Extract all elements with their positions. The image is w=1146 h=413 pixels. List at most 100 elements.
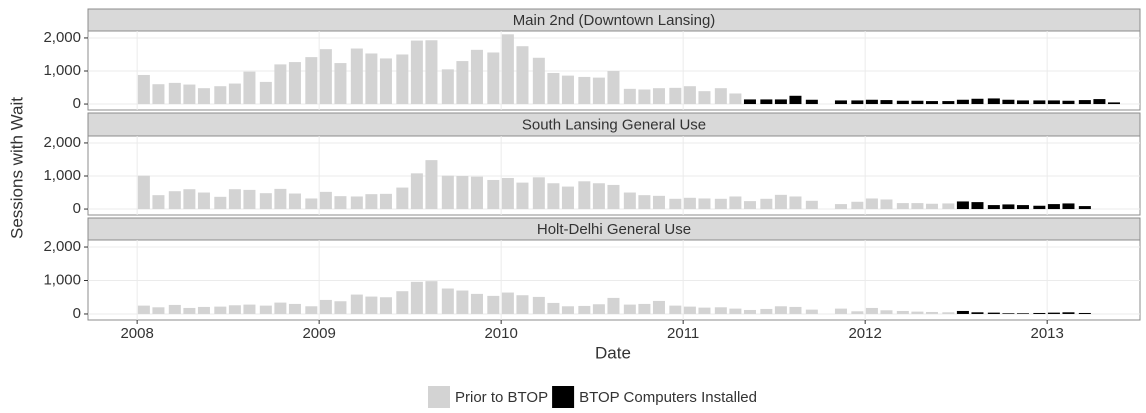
bar: [578, 305, 591, 314]
y-axis-label: Sessions with Wait: [7, 97, 26, 239]
bar: [214, 86, 227, 105]
bar: [561, 75, 574, 105]
x-tick-label: 2009: [302, 325, 335, 342]
x-axis-label: Date: [595, 343, 631, 362]
bar: [365, 194, 378, 210]
bar: [1016, 205, 1029, 210]
bar: [774, 194, 787, 210]
bar: [774, 306, 787, 314]
bar: [501, 292, 514, 314]
bar: [1016, 100, 1029, 105]
bar: [760, 198, 773, 210]
x-tick-label: 2013: [1030, 325, 1063, 342]
bar: [1002, 313, 1015, 314]
bar: [137, 74, 150, 105]
y-tick-label: 0: [73, 305, 81, 322]
bar: [896, 100, 909, 105]
bar: [456, 175, 469, 210]
bar: [1107, 102, 1120, 105]
bar: [350, 48, 363, 105]
bar: [683, 86, 696, 105]
bar: [743, 201, 756, 210]
bar: [1078, 100, 1091, 105]
bar: [274, 188, 287, 210]
bar: [532, 296, 545, 314]
bar: [319, 49, 332, 105]
bar: [698, 198, 711, 210]
bar: [1062, 312, 1075, 314]
bar: [592, 304, 605, 314]
bar: [547, 72, 560, 105]
bar: [305, 306, 318, 314]
bar: [516, 182, 529, 210]
bar: [789, 95, 802, 105]
bar: [623, 304, 636, 314]
bar: [714, 88, 727, 105]
x-tick-label: 2012: [848, 325, 881, 342]
bar: [942, 101, 955, 105]
bar: [652, 300, 665, 314]
bar: [623, 192, 636, 210]
bar: [925, 101, 938, 105]
bar: [197, 88, 210, 105]
facet-title: Holt-Delhi General Use: [537, 221, 691, 238]
bar: [1033, 205, 1046, 210]
bar: [638, 89, 651, 105]
bar: [532, 57, 545, 105]
bar: [197, 192, 210, 210]
bar: [1062, 203, 1075, 210]
bar: [365, 53, 378, 105]
bar: [487, 295, 500, 314]
bar: [683, 197, 696, 210]
bar: [880, 199, 893, 210]
bar: [168, 191, 181, 210]
bar: [714, 198, 727, 210]
bar: [410, 173, 423, 210]
bar: [669, 87, 682, 105]
bar: [470, 293, 483, 314]
bar: [168, 304, 181, 314]
bar: [396, 187, 409, 210]
bar: [652, 88, 665, 105]
bar: [1078, 206, 1091, 210]
bar: [183, 189, 196, 210]
bar: [425, 40, 438, 105]
bar: [228, 305, 241, 314]
y-tick-label: 2,000: [43, 134, 81, 151]
bar: [396, 54, 409, 105]
bar: [396, 291, 409, 314]
bar: [638, 303, 651, 314]
bar: [425, 281, 438, 314]
bar: [880, 310, 893, 314]
y-tick-label: 0: [73, 200, 81, 217]
bar: [456, 290, 469, 314]
bar: [441, 175, 454, 210]
bar: [274, 64, 287, 105]
bar: [805, 99, 818, 105]
bar: [1047, 100, 1060, 105]
bar: [971, 312, 984, 314]
bar: [487, 52, 500, 105]
bar: [880, 100, 893, 105]
bar: [925, 203, 938, 210]
facet-title: Main 2nd (Downtown Lansing): [513, 12, 716, 29]
bar: [623, 88, 636, 105]
bar: [592, 183, 605, 210]
bar: [334, 301, 347, 314]
bar: [865, 307, 878, 314]
bar: [911, 311, 924, 314]
bar: [578, 181, 591, 210]
bar: [669, 305, 682, 314]
bar: [789, 196, 802, 210]
bar: [1047, 204, 1060, 210]
bar: [456, 61, 469, 105]
bar: [214, 306, 227, 314]
bar: [774, 99, 787, 105]
bar: [501, 34, 514, 105]
bar: [168, 82, 181, 105]
bar: [865, 198, 878, 210]
bar: [152, 307, 165, 314]
bar: [714, 307, 727, 314]
y-tick-label: 1,000: [43, 62, 81, 79]
bar: [729, 196, 742, 210]
